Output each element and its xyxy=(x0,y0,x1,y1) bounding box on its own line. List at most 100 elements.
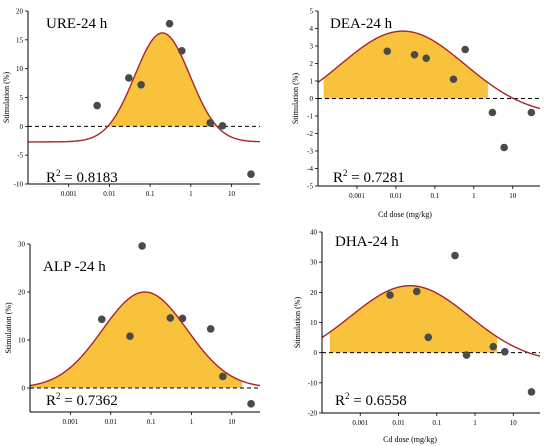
chart-panel: -20 -10 0 10 20 30 40 0.001 0.01 0.1 1 10 DHA-24 h R2… xyxy=(293,229,541,427)
y-tick-label: 3 xyxy=(310,43,314,51)
data-point xyxy=(178,314,187,323)
data-point xyxy=(206,325,215,333)
y-axis-label: Stimulation (%) xyxy=(291,73,300,125)
y-tick-label: 10 xyxy=(18,337,26,345)
y-tick-label: 10 xyxy=(310,319,318,327)
y-tick-label: 20 xyxy=(16,8,24,16)
stimulation-area xyxy=(329,285,498,353)
y-tick-label: 20 xyxy=(310,289,318,297)
data-point xyxy=(462,351,471,359)
y-tick-label: 1 xyxy=(310,78,314,86)
x-tick-label: 1 xyxy=(473,419,477,427)
y-tick-label: 0 xyxy=(20,123,24,131)
x-tick-label: 0.001 xyxy=(352,419,368,427)
data-point xyxy=(166,314,175,322)
x-tick-label: 0.01 xyxy=(392,419,405,427)
x-tick-label: 0.1 xyxy=(432,419,441,427)
data-point xyxy=(412,287,421,296)
data-point xyxy=(93,101,101,110)
data-point xyxy=(489,342,498,351)
y-tick-label: 30 xyxy=(18,241,26,249)
y-tick-label: 15 xyxy=(16,36,24,44)
y-tick-label: 10 xyxy=(16,65,24,73)
data-point xyxy=(383,47,392,56)
y-tick-label: -4 xyxy=(307,165,313,173)
data-point xyxy=(165,19,174,28)
panel-title: DEA-24 h xyxy=(330,16,393,32)
x-tick-label: 1 xyxy=(472,192,476,200)
x-tick-label: 10 xyxy=(509,192,517,200)
fit-curve xyxy=(321,285,541,357)
chart-panel: 0 10 20 30 0.001 0.01 0.1 1 10 ALP -24 h R2 = 0.73… xyxy=(4,241,261,426)
panel-title: DHA-24 h xyxy=(335,234,399,250)
y-tick-label: -5 xyxy=(17,152,23,160)
y-tick-label: -2 xyxy=(307,130,313,138)
stimulation-area xyxy=(101,32,220,127)
y-tick-label: 5 xyxy=(310,8,314,16)
fit-curve xyxy=(317,30,541,110)
y-tick-label: 40 xyxy=(310,229,318,237)
data-point xyxy=(138,242,146,250)
chart-panel: -10 -5 0 5 10 15 20 0.001 0.01 0.1 1 10 URE-24 h R2 =… xyxy=(2,8,261,198)
x-tick-label: 10 xyxy=(228,190,236,198)
data-point xyxy=(178,46,186,55)
panel-title: URE-24 h xyxy=(46,16,108,32)
y-tick-label: -10 xyxy=(308,379,318,387)
data-point xyxy=(424,333,433,342)
x-tick-label: 0.001 xyxy=(61,190,77,198)
x-axis-label: Cd dose (mg/kg) xyxy=(378,210,432,219)
r-squared-label: R2 = 0.8183 xyxy=(46,168,118,186)
x-tick-label: 1 xyxy=(189,190,193,198)
data-point xyxy=(386,291,394,299)
y-tick-label: 2 xyxy=(310,60,314,68)
y-tick-label: 0 xyxy=(22,385,26,393)
fit-curve xyxy=(29,291,261,387)
x-tick-label: 0.01 xyxy=(103,190,116,198)
data-point xyxy=(461,45,469,54)
x-tick-label: 10 xyxy=(510,419,518,427)
x-tick-label: 0.1 xyxy=(430,192,439,200)
data-point xyxy=(97,315,106,324)
data-point xyxy=(137,81,145,89)
data-point xyxy=(410,50,419,59)
y-axis-label: Stimulation (%) xyxy=(2,72,11,124)
stimulation-area xyxy=(323,31,488,99)
data-point xyxy=(488,108,497,117)
stimulation-area xyxy=(30,292,243,388)
data-point xyxy=(527,108,536,117)
x-tick-label: 0.01 xyxy=(390,192,403,200)
data-point xyxy=(449,75,458,84)
x-tick-label: 0.001 xyxy=(349,192,365,200)
y-tick-label: 0 xyxy=(314,349,318,357)
x-axis-label: Cd dose (mg/kg) xyxy=(383,435,437,444)
y-tick-label: -10 xyxy=(14,181,24,189)
data-point xyxy=(500,143,508,152)
data-point xyxy=(451,251,459,260)
r-squared-label: R2 = 0.7281 xyxy=(333,168,405,186)
r-squared-label: R2 = 0.7362 xyxy=(46,391,118,409)
data-point xyxy=(500,347,509,356)
x-tick-label: 0.001 xyxy=(62,418,78,426)
data-point xyxy=(125,74,133,82)
data-point xyxy=(247,400,255,408)
y-tick-label: 30 xyxy=(310,259,318,267)
x-tick-label: 10 xyxy=(228,418,236,426)
r-squared-label: R2 = 0.6558 xyxy=(335,391,407,409)
x-tick-label: 0.1 xyxy=(146,190,155,198)
data-point xyxy=(247,170,255,178)
data-point xyxy=(218,121,227,130)
data-point xyxy=(422,54,431,63)
data-point xyxy=(126,332,134,340)
y-tick-label: -5 xyxy=(307,183,313,191)
panel-title: ALP -24 h xyxy=(43,259,106,275)
x-tick-label: 1 xyxy=(190,418,194,426)
data-point xyxy=(527,388,536,396)
data-point xyxy=(206,119,215,127)
chart-panel: -5 -4 -3 -2 -1 0 1 2 3 4 5 0.001 0.01 0.1 1 10 DEA-24 h R… xyxy=(291,8,541,200)
y-tick-label: -3 xyxy=(307,148,313,156)
y-tick-label: 5 xyxy=(20,94,24,102)
y-axis-label: Stimulation (%) xyxy=(4,302,13,354)
y-tick-label: 20 xyxy=(18,289,26,297)
x-tick-label: 0.01 xyxy=(105,418,118,426)
